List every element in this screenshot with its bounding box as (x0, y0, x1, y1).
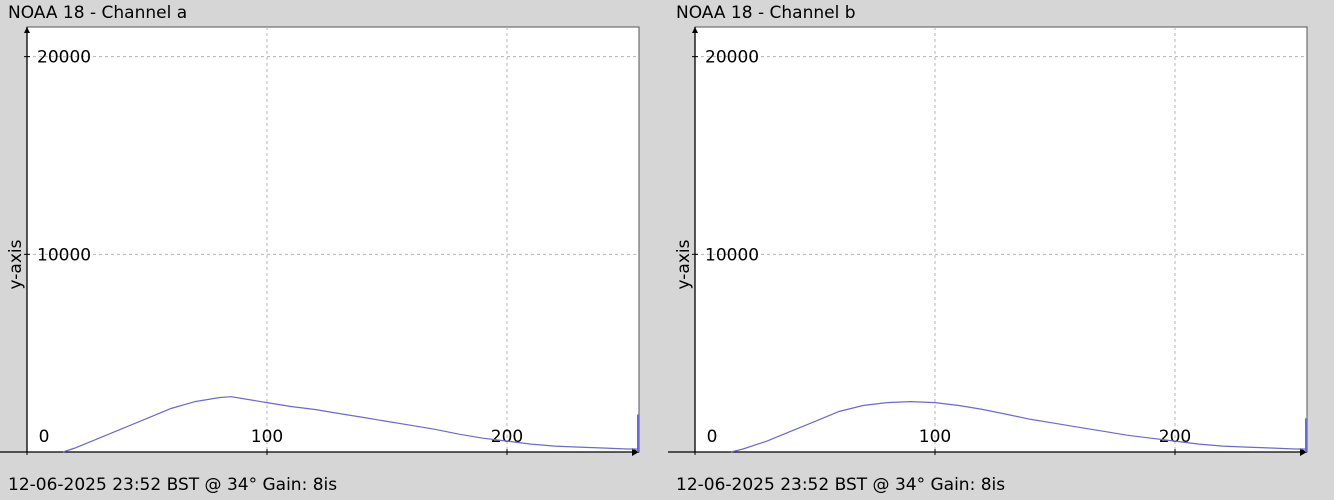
x-axis-arrow-icon (632, 448, 639, 456)
series-line (730, 400, 1307, 453)
chart-plot: 0 100 200 20000 10000 y-axis (0, 26, 640, 456)
panel-footer: 12-06-2025 23:52 BST @ 34° Gain: 8is (676, 475, 1006, 495)
y-tick-label: 10000 (705, 245, 759, 265)
y-axis-arrow-icon (692, 27, 698, 33)
y-tick-label: 20000 (705, 48, 759, 68)
x-tick-label: 200 (1159, 427, 1191, 447)
chart-panel-b: NOAA 18 - Channel b 0 100 200 20000 10000 y-a… (668, 0, 1328, 500)
chart-plot: 0 100 200 20000 10000 y-axis (668, 26, 1308, 456)
chart-panel-a: NOAA 18 - Channel a 0 100 200 20000 10000 y-a… (0, 0, 660, 500)
x-axis-arrow-icon (1300, 448, 1307, 456)
y-tick-label: 20000 (37, 48, 91, 68)
y-axis-label: y-axis (6, 239, 26, 289)
panel-title: NOAA 18 - Channel a (8, 3, 188, 23)
series-line (62, 396, 639, 453)
x-tick-label: 0 (707, 427, 718, 447)
plot-area (26, 26, 640, 453)
y-axis-label: y-axis (674, 239, 694, 289)
x-tick-label: 100 (251, 427, 283, 447)
x-tick-label: 0 (39, 427, 50, 447)
y-axis-arrow-icon (24, 27, 30, 33)
x-tick-label: 200 (491, 427, 523, 447)
panel-footer: 12-06-2025 23:52 BST @ 34° Gain: 8is (8, 475, 338, 495)
plot-area (694, 26, 1308, 453)
y-tick-label: 10000 (37, 245, 91, 265)
panel-title: NOAA 18 - Channel b (676, 3, 856, 23)
x-tick-label: 100 (919, 427, 951, 447)
